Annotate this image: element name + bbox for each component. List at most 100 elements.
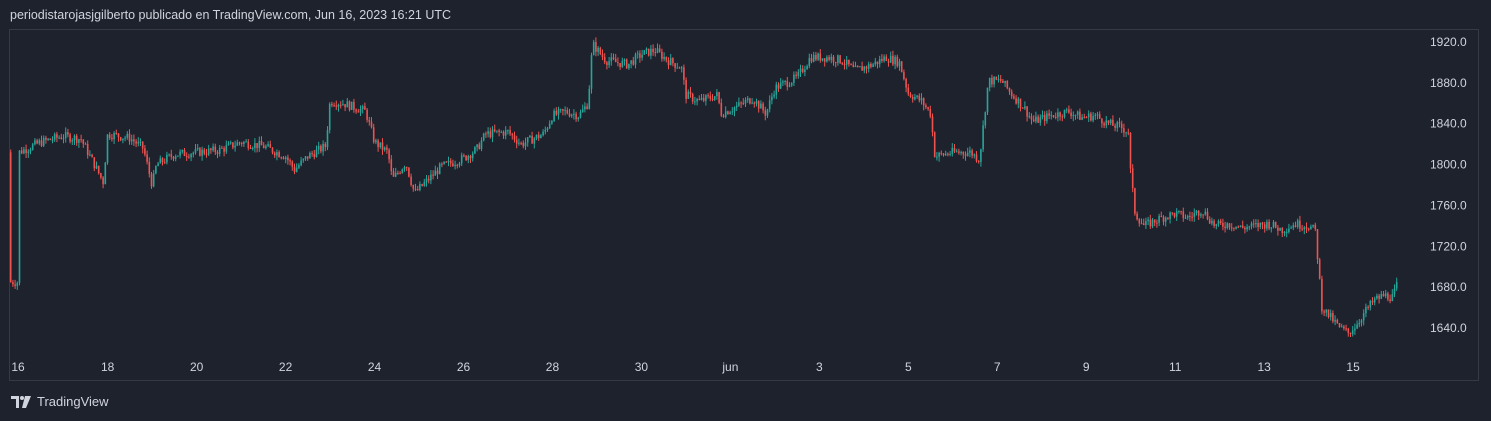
candle-up: [1279, 227, 1281, 231]
candle-up: [573, 113, 575, 115]
candle-up: [159, 158, 162, 164]
candle-up: [298, 165, 300, 168]
candle-up: [784, 81, 786, 83]
candle-down: [1197, 210, 1200, 216]
candle-down: [493, 129, 496, 132]
candle-up: [1004, 80, 1006, 83]
candle-up: [227, 143, 230, 146]
candle-down: [49, 138, 52, 140]
candle-down: [509, 130, 511, 134]
candle-up: [894, 56, 896, 65]
candle-down: [614, 58, 617, 63]
candle-up: [504, 130, 507, 136]
candle-up: [621, 60, 624, 67]
candle-down: [819, 53, 822, 61]
candle-down: [282, 157, 285, 160]
candle-down: [1142, 223, 1145, 226]
candle-up: [969, 150, 971, 153]
candle-down: [1138, 219, 1141, 224]
candle-down: [161, 158, 164, 163]
candle-down: [108, 134, 111, 138]
candle-up: [251, 148, 254, 150]
candle-down: [1160, 215, 1163, 217]
candle-down: [91, 154, 93, 158]
candle-up: [179, 151, 181, 156]
candle-down: [163, 162, 166, 164]
candle-down: [1343, 326, 1345, 329]
candle-up: [588, 88, 591, 109]
candle-up: [883, 56, 885, 61]
candle-up: [997, 79, 1000, 81]
candle-down: [408, 167, 410, 177]
candle-down: [667, 60, 670, 66]
candle-up: [1360, 320, 1363, 323]
candle-down: [709, 95, 712, 99]
candle-up: [960, 152, 962, 154]
candle-up: [1184, 217, 1187, 219]
candle-down: [287, 157, 289, 161]
brand-name: TradingView: [37, 394, 109, 409]
candle-down: [511, 133, 514, 136]
candle-down: [795, 74, 797, 76]
candle-down: [885, 56, 888, 61]
candle-up: [1351, 330, 1354, 334]
candle-up: [403, 167, 406, 170]
candle-up: [557, 109, 560, 115]
candle-down: [1123, 128, 1125, 133]
candle-up: [790, 82, 793, 86]
candle-down: [537, 134, 540, 139]
candle-down: [834, 62, 837, 64]
candle-up: [243, 141, 245, 144]
candle-down: [861, 66, 863, 71]
candle-up: [267, 144, 269, 147]
candle-down: [909, 93, 912, 97]
candle-up: [326, 130, 329, 148]
candle-down: [612, 57, 615, 59]
candle-down: [995, 76, 998, 80]
candle-up: [526, 137, 529, 143]
candle-up: [192, 152, 195, 155]
candle-down: [221, 147, 223, 149]
candle-down: [344, 104, 346, 108]
candle-up: [317, 145, 320, 150]
candle-down: [1112, 119, 1114, 126]
candle-up: [524, 142, 527, 147]
chart-frame[interactable]: [9, 29, 1479, 381]
candle-up: [106, 134, 109, 163]
candle-down: [815, 54, 817, 60]
candle-down: [1347, 328, 1350, 333]
candle-up: [137, 141, 140, 144]
candle-down: [762, 103, 764, 111]
candle-up: [570, 114, 573, 117]
candle-up: [491, 129, 494, 138]
candle-down: [531, 135, 533, 144]
candle-up: [760, 103, 762, 109]
candle-up: [73, 135, 76, 141]
candle-up: [51, 139, 54, 141]
candle-up: [731, 111, 734, 113]
candle-up: [634, 54, 637, 65]
candle-up: [322, 143, 324, 152]
candle-down: [1090, 113, 1092, 121]
candle-down: [678, 67, 681, 69]
candle-up: [806, 66, 808, 70]
candle-down: [839, 55, 841, 63]
candle-up: [610, 57, 613, 62]
candle-down: [595, 42, 597, 52]
candle-down: [311, 153, 313, 155]
candle-down: [929, 109, 932, 117]
candle-up: [177, 155, 179, 157]
candle-up: [78, 139, 80, 143]
candle-down: [896, 56, 899, 67]
candle-down: [632, 60, 635, 65]
candle-down: [1002, 80, 1004, 83]
candle-down: [348, 101, 351, 110]
candle-up: [122, 138, 124, 141]
candle-down: [1301, 228, 1303, 230]
candle-up: [309, 153, 311, 159]
candle-up: [361, 106, 364, 109]
candle-down: [1079, 111, 1081, 120]
candle-up: [1046, 113, 1048, 122]
candle-up: [533, 138, 536, 144]
